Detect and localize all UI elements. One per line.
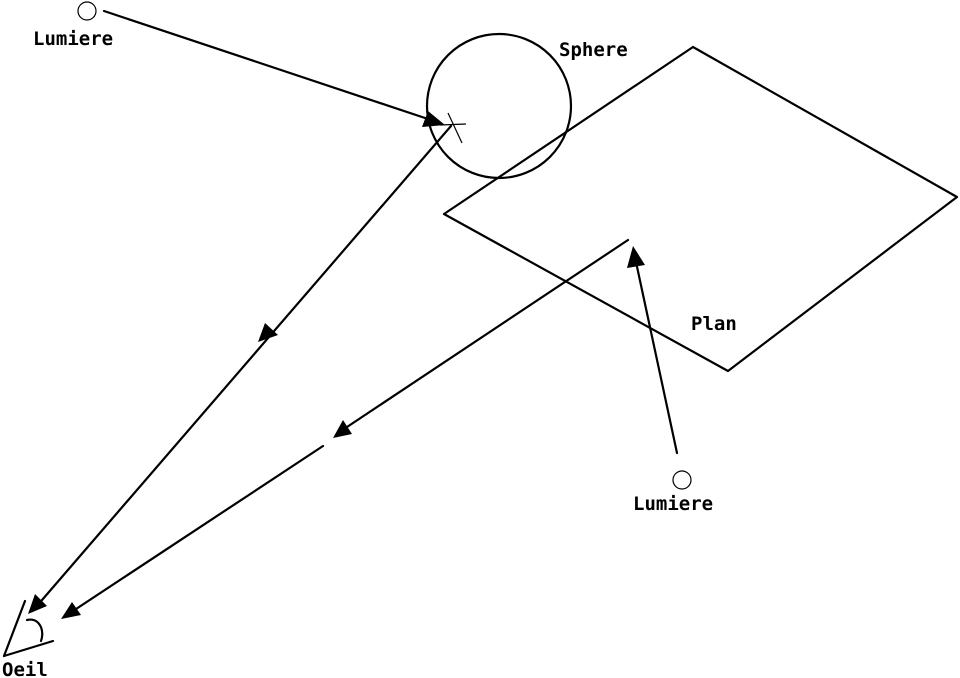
arrowhead-light-to-plane <box>627 246 645 268</box>
light-bottom-label: Lumiere <box>633 493 713 515</box>
plane-label: Plan <box>691 313 737 335</box>
eye-icon <box>2 599 55 658</box>
light-top-label: Lumiere <box>33 28 113 50</box>
light-top-icon <box>77 1 97 21</box>
ray-plane-to-eye-lower <box>68 444 325 615</box>
arrowhead-sphere-to-eye-end <box>28 594 47 614</box>
ray-sphere-to-eye <box>34 124 453 609</box>
sphere-label: Sphere <box>559 39 628 61</box>
arrowhead-plane-to-eye-mid <box>333 420 352 438</box>
plane-shape <box>442 45 959 373</box>
ray-light-to-sphere <box>102 9 430 121</box>
arrowhead-plane-to-eye-end <box>61 602 81 619</box>
ray-plane-to-eye-upper <box>339 238 630 433</box>
arrowhead-light-to-sphere <box>422 111 445 127</box>
eye-label: Oeil <box>2 659 48 678</box>
hit-marker-line-a <box>447 112 463 144</box>
sphere-shape <box>425 32 573 180</box>
light-bottom-icon <box>672 470 692 490</box>
arrowhead-sphere-to-eye-mid <box>258 323 278 342</box>
ray-light-to-plane <box>634 260 679 455</box>
hit-marker-line-b <box>439 123 467 126</box>
